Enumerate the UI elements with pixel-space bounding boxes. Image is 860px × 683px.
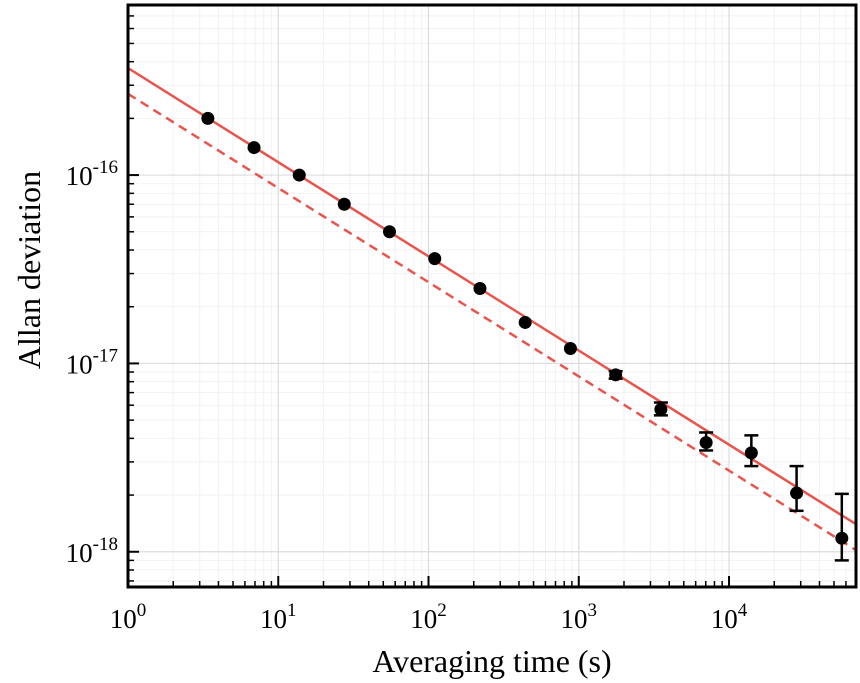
data-point [835,531,849,545]
x-tick-label: 101 [260,600,297,634]
data-point [563,342,577,356]
data-point [744,446,758,460]
major-grid [128,5,856,587]
axis-ticks [127,15,847,587]
data-point [337,197,351,211]
tick-labels: 100 101 102 103 104 10-16 10-17 10-18 [66,157,748,634]
y-tick-label: 10-18 [66,534,118,568]
x-tick-label: 103 [561,600,598,634]
x-tick-label: 100 [110,600,147,634]
dashed-fit-line [128,92,856,552]
data-point [382,225,396,239]
data-points [201,111,849,562]
data-point [247,141,261,155]
x-tick-label: 104 [711,600,748,634]
data-point [201,111,215,125]
x-axis-title: Averaging time (s) [372,643,611,679]
y-tick-label: 10-17 [66,345,118,379]
plot-frame [126,3,858,589]
data-point [609,368,623,382]
data-point [654,402,668,416]
minor-grid [128,5,856,587]
y-tick-label: 10-16 [66,157,118,191]
data-point [699,436,713,450]
data-point [518,315,532,329]
data-point [473,281,487,295]
data-point [790,486,804,500]
data-point [428,252,442,266]
data-point [292,168,306,182]
y-axis-title: Allan deviation [11,171,47,369]
x-tick-label: 102 [410,600,447,634]
